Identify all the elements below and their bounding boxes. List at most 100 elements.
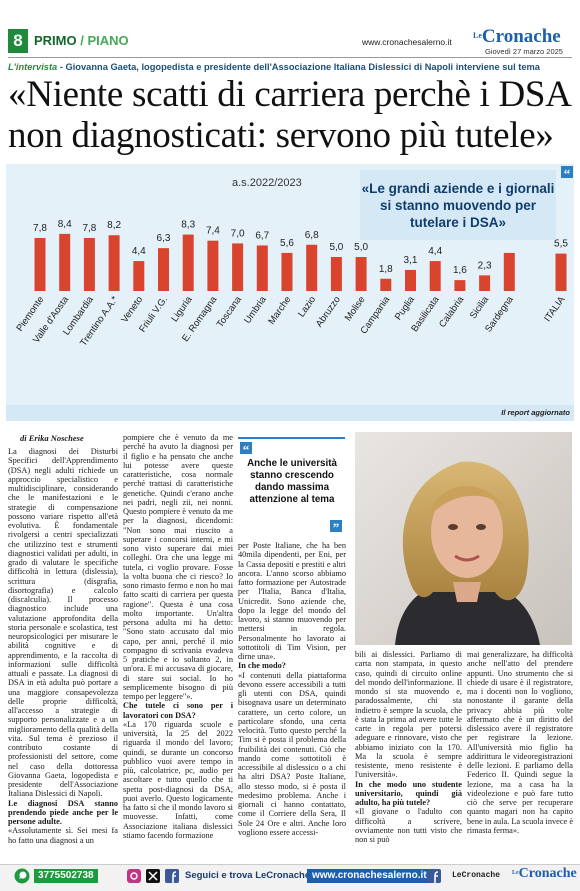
bar (405, 269, 416, 291)
chart-quote: «Le grandi aziende e i giornali si stann… (360, 170, 556, 240)
pull-quote: Anche le università stanno crescendo dan… (247, 458, 337, 505)
value-label: 2,3 (478, 260, 492, 271)
article-column: mai generalizzare, ha difficoltà anche n… (467, 650, 573, 860)
category-label: Liguria (169, 294, 195, 324)
logo-prefix: Le (512, 870, 519, 876)
byline: di Erika Noschese (20, 433, 84, 443)
subsection-name: / PIANO (80, 33, 129, 48)
interview-question: In che modo uno studente universitario, … (355, 779, 462, 808)
paragraph: «I contenuti della piattaforma devono es… (238, 670, 346, 837)
value-label: 6,7 (255, 230, 269, 241)
section: PRIMO / PIANO (34, 33, 129, 48)
paragraph: «Il giovane o l'adulto con difficoltà a … (355, 807, 462, 844)
footer-website[interactable]: www.cronachesalerno.it (307, 869, 432, 883)
value-label: 5,6 (280, 238, 294, 249)
bar (281, 252, 293, 291)
bar (454, 280, 466, 291)
headline: «Niente scatti di carriera perchè i DSA … (8, 74, 570, 156)
paragraph: La diagnosi dei Disturbi Specifici dell'… (8, 447, 118, 799)
caption-strip (6, 405, 574, 421)
logo-text: Cronache (518, 866, 577, 881)
interview-question: Che tutele ci sono per i lavoratori con … (123, 701, 233, 720)
bar (158, 248, 169, 291)
paragraph: «La 170 riguarda scuole e università, la… (123, 719, 233, 840)
category-label: Marche (266, 294, 293, 326)
category-label: Lazio (296, 294, 318, 319)
article-column: pompiere che è venuto da me perché ha av… (123, 433, 233, 860)
paragraph: pompiere che è venuto da me perché ha av… (123, 433, 233, 701)
date: Giovedì 27 marzo 2025 (485, 47, 563, 56)
value-label: 6,8 (305, 230, 319, 241)
footer-brand: LeCronache (452, 871, 501, 880)
bar (429, 261, 441, 291)
quote-icon: “ (561, 166, 573, 181)
footer-logo: LeCronache (512, 866, 577, 882)
article-column: per Poste Italiane, che ha ben 40mila di… (238, 541, 346, 860)
value-label: 6,3 (157, 233, 171, 244)
paragraph: bili ai dislessici. Parliamo di carta no… (355, 650, 462, 780)
bar (555, 253, 567, 291)
value-label: 1,8 (379, 264, 393, 275)
chart-quote-text: «Le grandi aziende e i giornali si stann… (361, 180, 555, 230)
value-label: 5,0 (354, 242, 368, 253)
bar (380, 278, 392, 291)
value-label: 7,8 (82, 223, 96, 234)
category-label: Calabria (437, 294, 467, 330)
bar (232, 243, 244, 291)
phone: 3775502738 (34, 869, 98, 883)
bar (108, 235, 120, 291)
portrait-photo (355, 432, 572, 645)
value-label: 5,0 (329, 242, 343, 253)
pull-quote-box (238, 437, 345, 536)
value-label: 8,4 (58, 219, 72, 230)
social-icons (127, 869, 179, 883)
bar (306, 244, 318, 291)
quote-icon: “ (240, 442, 252, 457)
bar (207, 240, 219, 291)
follow-text: Seguici e trova LeCronache (185, 870, 311, 881)
bar (133, 261, 145, 291)
bar (256, 245, 268, 291)
facebook-icon (427, 869, 441, 883)
bar (34, 237, 46, 291)
value-label: 7,4 (206, 226, 220, 237)
chart-caption: Il report aggiornato (501, 408, 570, 417)
kicker-text: - Giovanna Gaeta, logopedista e presiden… (57, 62, 540, 72)
value-label: 4,4 (132, 246, 146, 257)
value-label: 1,6 (453, 265, 467, 276)
logo-prefix: Le (473, 31, 482, 40)
website: www.cronachesalerno.it (362, 37, 452, 47)
value-label: 7,0 (231, 228, 245, 239)
value-label: 4,4 (428, 246, 442, 257)
paragraph: per Poste Italiane, che ha ben 40mila di… (238, 541, 346, 661)
bar (355, 257, 367, 291)
whatsapp-icon (14, 868, 30, 884)
interview-question: In che modo? (238, 661, 286, 671)
chart-subtitle: a.s.2022/2023 (232, 177, 302, 189)
quote-icon: ” (330, 520, 342, 535)
article-column: La diagnosi dei Disturbi Specifici dell'… (8, 447, 118, 860)
value-label: 8,3 (181, 220, 195, 231)
category-label: Toscana (215, 294, 245, 330)
value-label: 7,8 (33, 223, 47, 234)
category-label: Umbria (242, 294, 269, 326)
category-label: Molise (343, 294, 368, 323)
bar (479, 275, 491, 291)
paragraph: mai generalizzare, ha difficoltà anche n… (467, 650, 573, 835)
section-name: PRIMO (34, 33, 77, 48)
category-label: Puglia (393, 294, 418, 323)
page-number: 8 (8, 29, 28, 53)
kicker-label: L'intervista (8, 62, 58, 72)
article-column: bili ai dislessici. Parliamo di carta no… (355, 650, 462, 860)
interview-question: Le diagnosi DSA stanno prendendo piede a… (8, 798, 118, 827)
category-label: Sicilia (468, 294, 492, 321)
category-label: ITALIA (542, 294, 568, 324)
paragraph: «Assolutamente sì. Sei mesi fa ho fatto … (8, 826, 118, 845)
category-label: Veneto (119, 294, 145, 325)
logo-text: Cronache (481, 26, 561, 47)
logo: LeCronache (473, 26, 561, 48)
bar (59, 233, 71, 291)
value-label: 8,2 (107, 220, 121, 231)
value-label: 5,5 (554, 239, 568, 250)
